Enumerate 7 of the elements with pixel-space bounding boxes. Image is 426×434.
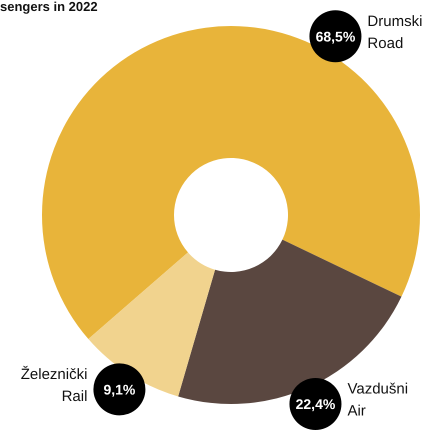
slice-label: Drumski Road xyxy=(367,12,422,52)
data-label: 68,5% xyxy=(316,28,356,44)
data-label: 22,4% xyxy=(296,396,336,412)
slice-label: Železnički Rail xyxy=(20,364,88,405)
chart-title: sengers in 2022 xyxy=(0,0,98,14)
data-label: 9,1% xyxy=(103,381,136,398)
slice-label: Vazdušni Air xyxy=(347,380,408,420)
